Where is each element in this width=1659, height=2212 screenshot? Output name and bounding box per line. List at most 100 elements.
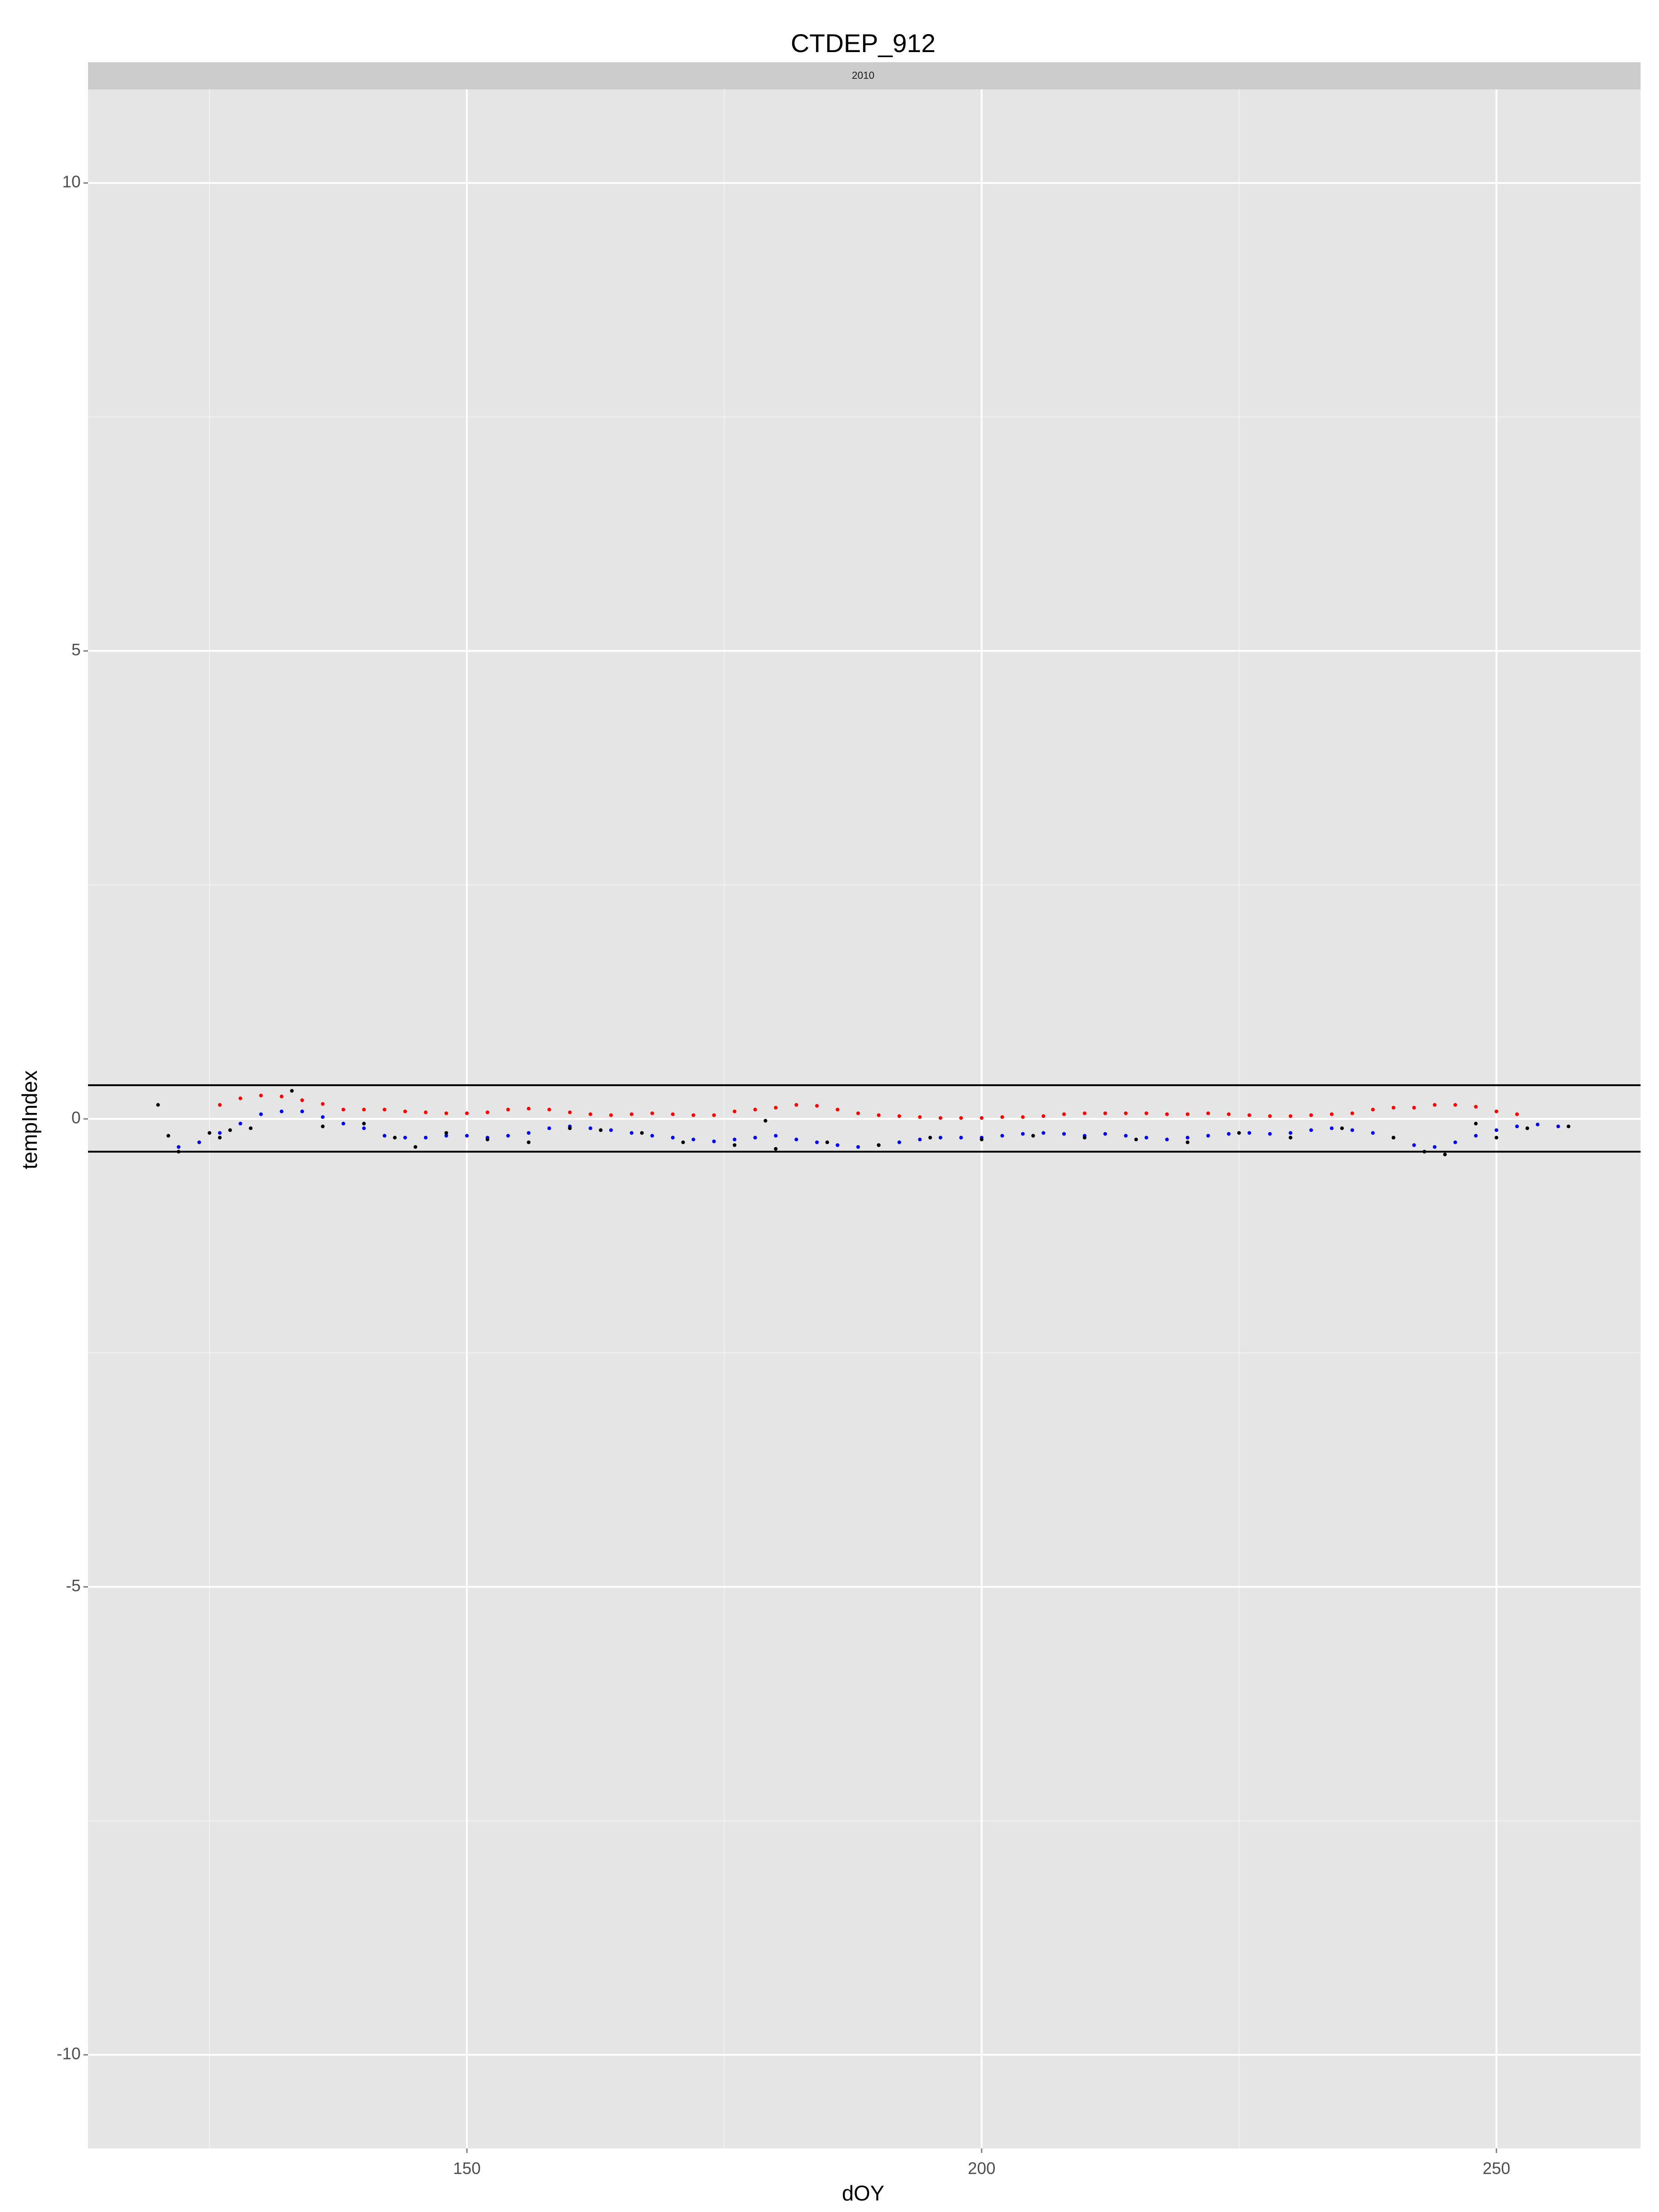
- point: [382, 1107, 387, 1112]
- point: [444, 1131, 448, 1135]
- point: [764, 1119, 768, 1123]
- point: [588, 1112, 593, 1116]
- point: [609, 1113, 613, 1117]
- point: [1186, 1140, 1190, 1144]
- point: [568, 1110, 572, 1114]
- point: [248, 1126, 253, 1130]
- point: [1433, 1145, 1437, 1149]
- point: [774, 1147, 778, 1151]
- point: [280, 1094, 284, 1099]
- point: [877, 1143, 881, 1147]
- point: [1453, 1140, 1457, 1144]
- point: [444, 1111, 448, 1115]
- point: [341, 1122, 346, 1126]
- point: [1247, 1113, 1252, 1117]
- point: [1103, 1111, 1107, 1115]
- point: [959, 1116, 963, 1120]
- point: [228, 1128, 232, 1132]
- point: [259, 1112, 263, 1116]
- point: [1165, 1112, 1169, 1116]
- y-tick-label: -10: [57, 2044, 81, 2063]
- point: [1350, 1128, 1354, 1132]
- point: [166, 1134, 171, 1138]
- point: [918, 1137, 922, 1141]
- y-tick-label: 10: [62, 172, 81, 191]
- point: [259, 1094, 263, 1098]
- point: [928, 1135, 932, 1140]
- point: [1062, 1132, 1066, 1136]
- point: [444, 1134, 448, 1138]
- point: [650, 1134, 654, 1138]
- y-axis-label: tempIndex: [18, 1071, 41, 1170]
- point: [671, 1112, 675, 1116]
- point: [1453, 1103, 1457, 1107]
- point: [1433, 1103, 1437, 1107]
- point: [1566, 1124, 1571, 1129]
- point: [300, 1098, 304, 1102]
- point: [1494, 1128, 1499, 1132]
- point: [424, 1135, 428, 1140]
- point: [1494, 1109, 1499, 1113]
- point: [1309, 1128, 1313, 1132]
- point: [815, 1104, 819, 1108]
- point: [640, 1131, 644, 1135]
- point: [156, 1103, 160, 1107]
- point: [403, 1109, 407, 1113]
- point: [290, 1089, 294, 1093]
- point: [1288, 1131, 1293, 1135]
- point: [341, 1107, 346, 1112]
- facet-strip: [88, 62, 1641, 89]
- point: [1000, 1134, 1004, 1138]
- point: [197, 1140, 201, 1144]
- y-tick-label: 0: [71, 1108, 81, 1127]
- point: [1474, 1134, 1478, 1138]
- point: [1330, 1112, 1334, 1116]
- point: [1062, 1112, 1066, 1116]
- point: [547, 1126, 551, 1130]
- point: [980, 1116, 984, 1120]
- chart-title: CTDEP_912: [791, 29, 935, 58]
- point: [835, 1143, 840, 1147]
- point: [1124, 1111, 1128, 1115]
- point: [774, 1106, 778, 1110]
- point: [712, 1139, 716, 1143]
- point: [1206, 1111, 1210, 1115]
- point: [1391, 1135, 1395, 1140]
- x-tick-label: 200: [968, 2159, 995, 2178]
- point: [650, 1111, 654, 1115]
- point: [527, 1140, 531, 1144]
- point: [733, 1109, 737, 1113]
- point: [1041, 1131, 1046, 1135]
- point: [362, 1122, 366, 1126]
- point: [1082, 1135, 1087, 1140]
- point: [599, 1128, 603, 1132]
- point: [321, 1115, 325, 1119]
- point: [362, 1107, 366, 1112]
- point: [609, 1128, 613, 1132]
- point: [1021, 1132, 1025, 1136]
- point: [1535, 1123, 1540, 1127]
- point: [671, 1135, 675, 1140]
- point: [485, 1110, 489, 1114]
- point: [1330, 1126, 1334, 1130]
- point: [1391, 1106, 1395, 1110]
- point: [938, 1116, 942, 1120]
- point: [393, 1135, 397, 1140]
- point: [1556, 1124, 1560, 1129]
- point: [794, 1103, 799, 1107]
- point: [753, 1135, 757, 1140]
- point: [1412, 1143, 1416, 1147]
- point: [1443, 1153, 1447, 1157]
- point: [568, 1126, 572, 1130]
- point: [218, 1103, 222, 1107]
- point: [629, 1131, 634, 1135]
- x-tick-label: 150: [453, 2159, 481, 2178]
- point: [1021, 1115, 1025, 1119]
- point: [362, 1126, 366, 1130]
- point: [413, 1145, 418, 1149]
- point: [897, 1140, 901, 1144]
- point: [1371, 1131, 1375, 1135]
- y-tick-label: 5: [71, 640, 81, 659]
